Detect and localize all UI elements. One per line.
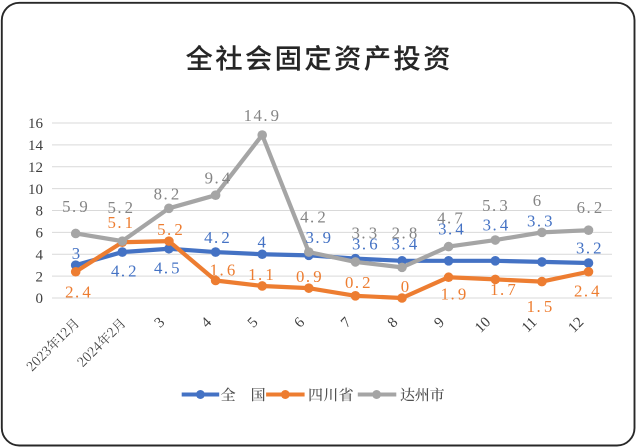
svg-text:4.5: 4.5	[154, 258, 181, 277]
svg-text:3.4: 3.4	[392, 235, 419, 254]
svg-text:3.3: 3.3	[352, 223, 379, 242]
svg-text:9.4: 9.4	[205, 168, 232, 187]
svg-text:3.9: 3.9	[305, 228, 332, 247]
svg-text:3.3: 3.3	[527, 212, 554, 231]
svg-text:4.2: 4.2	[300, 208, 327, 227]
svg-text:1.6: 1.6	[210, 261, 237, 280]
svg-text:3: 3	[72, 244, 82, 263]
svg-text:4: 4	[36, 247, 44, 263]
svg-text:2: 2	[36, 269, 44, 285]
svg-text:14: 14	[28, 138, 44, 154]
svg-text:8.2: 8.2	[154, 185, 181, 204]
svg-text:12: 12	[28, 160, 43, 176]
svg-text:4.7: 4.7	[437, 209, 464, 228]
svg-text:16: 16	[28, 116, 44, 132]
svg-text:1.7: 1.7	[490, 280, 517, 299]
svg-text:2.4: 2.4	[574, 281, 601, 300]
svg-text:5.2: 5.2	[157, 220, 184, 239]
svg-text:4.2: 4.2	[204, 228, 231, 247]
svg-text:4.2: 4.2	[111, 261, 138, 280]
svg-text:10: 10	[28, 182, 43, 198]
svg-text:8: 8	[36, 204, 44, 220]
svg-text:0.9: 0.9	[296, 267, 323, 286]
svg-text:0: 0	[36, 291, 44, 307]
svg-text:1.5: 1.5	[527, 297, 554, 316]
svg-text:4: 4	[258, 233, 268, 252]
svg-text:6: 6	[36, 226, 44, 242]
svg-text:0.2: 0.2	[345, 273, 372, 292]
svg-text:3.4: 3.4	[483, 216, 510, 235]
svg-text:5.3: 5.3	[482, 196, 509, 215]
svg-text:1.1: 1.1	[248, 265, 275, 284]
svg-text:5.1: 5.1	[107, 213, 134, 232]
svg-text:3.6: 3.6	[352, 235, 379, 254]
svg-text:3.4: 3.4	[438, 220, 465, 239]
svg-text:1.9: 1.9	[441, 285, 468, 304]
svg-text:14.9: 14.9	[244, 106, 281, 125]
svg-text:2.4: 2.4	[65, 283, 92, 302]
svg-text:2.8: 2.8	[392, 223, 419, 242]
svg-text:5.9: 5.9	[62, 197, 89, 216]
svg-text:5.2: 5.2	[107, 198, 134, 217]
svg-text:6.2: 6.2	[577, 198, 604, 217]
svg-text:0: 0	[401, 277, 411, 296]
svg-text:6: 6	[533, 191, 543, 210]
svg-text:3.2: 3.2	[576, 238, 603, 257]
